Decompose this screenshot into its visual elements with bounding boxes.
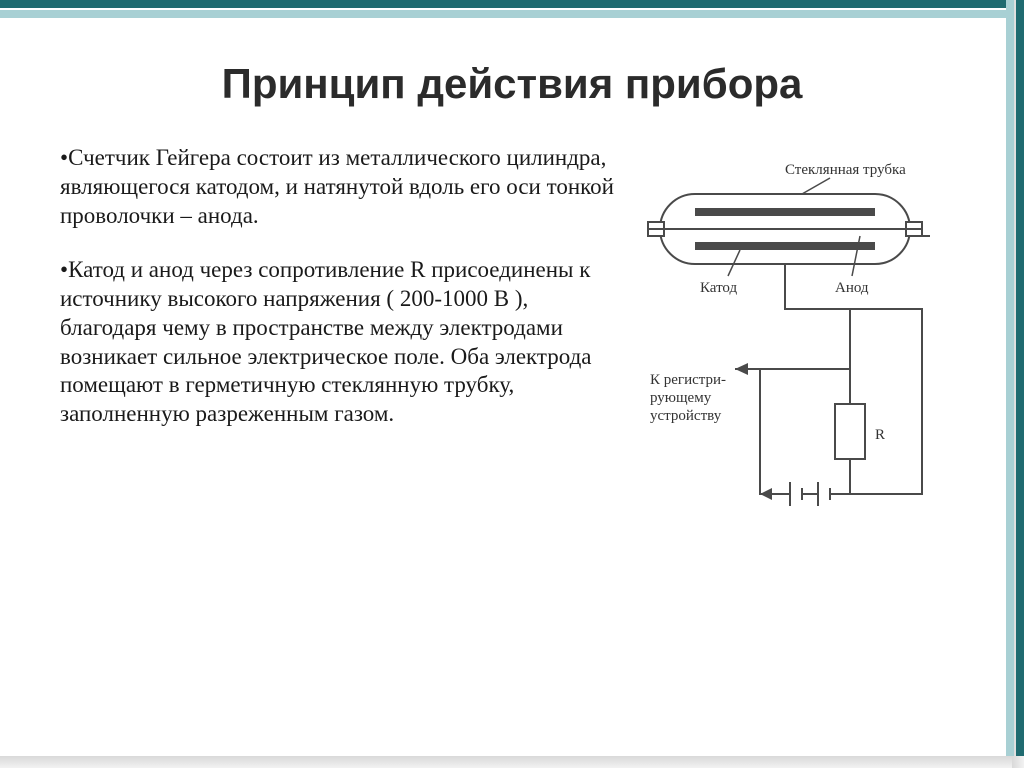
circuit-wires — [735, 236, 930, 494]
arrow-to-device — [735, 363, 748, 375]
cathode-bar-bottom — [695, 242, 875, 250]
arrow-battery-branch — [760, 488, 772, 500]
accent-border-right — [1006, 0, 1024, 756]
resistor-icon — [835, 404, 865, 459]
cathode-bar-top — [695, 208, 875, 216]
accent-border-top — [0, 0, 1012, 18]
paragraph-1: •Счетчик Гейгера состоит из металлическо… — [60, 144, 620, 230]
slide-title: Принцип действия прибора — [60, 60, 964, 108]
label-to-device-2: рующему — [650, 390, 712, 406]
label-glass-tube: Стеклянная трубка — [785, 162, 906, 178]
leader-glass-tube — [802, 178, 830, 194]
text-column: •Счетчик Гейгера состоит из металлическо… — [60, 144, 620, 455]
battery-icon — [760, 482, 850, 506]
label-to-device-3: устройству — [650, 408, 722, 424]
label-resistor: R — [875, 427, 885, 443]
geiger-diagram: Стеклянная трубка Катод — [640, 144, 964, 564]
paragraph-2: •Катод и анод через сопротивление R прис… — [60, 256, 620, 429]
slide-content: Принцип действия прибора •Счетчик Гейгер… — [60, 60, 964, 728]
slide-shadow-bottom — [0, 756, 1024, 768]
label-to-device-1: К регистри- — [650, 372, 726, 388]
label-anode: Анод — [835, 280, 869, 296]
label-cathode: Катод — [700, 280, 738, 296]
slide-body: •Счетчик Гейгера состоит из металлическо… — [60, 144, 964, 564]
